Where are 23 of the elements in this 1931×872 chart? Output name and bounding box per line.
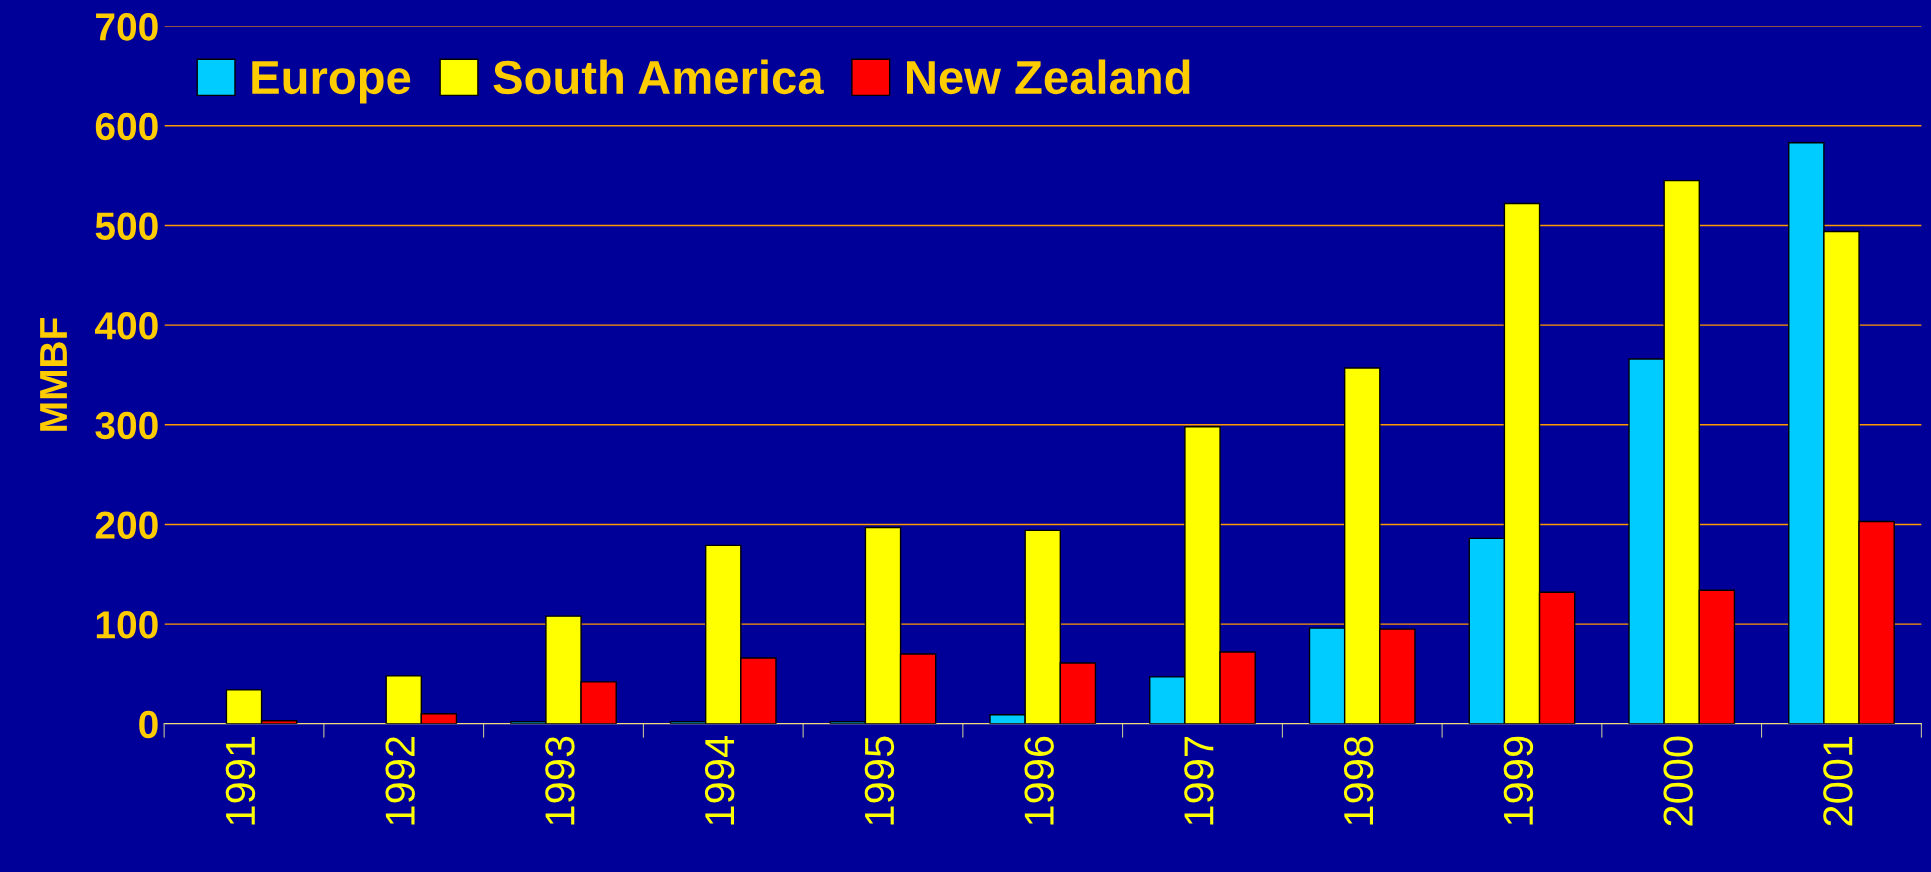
x-tick-label: 1999 (1503, 736, 1534, 825)
x-tick-label: 1992 (385, 736, 415, 825)
x-tick-label: 2001 (1823, 736, 1853, 826)
y-tick-label: 0 (139, 710, 158, 739)
y-tick-label: 400 (94, 312, 158, 340)
legend-label: Europe (252, 61, 411, 104)
x-tick-label: 2000 (1663, 736, 1693, 826)
legend-label: South America (493, 59, 824, 95)
y-tick-label: 100 (96, 611, 158, 639)
legend-label: New Zealand (906, 59, 1190, 95)
x-tick-label: 1996 (1024, 736, 1054, 825)
y-tick-label: 200 (95, 511, 158, 539)
y-tick-label: 500 (95, 212, 158, 240)
y-tick-label: 300 (95, 411, 158, 440)
x-tick-label: 1991 (225, 736, 256, 825)
x-tick-label: 1994 (704, 736, 735, 825)
x-tick-label: 1995 (864, 736, 895, 825)
y-tick-label: 600 (95, 112, 158, 141)
x-tick-label: 1997 (1184, 736, 1214, 825)
x-tick-label: 1998 (1343, 736, 1374, 825)
y-tick-label: 700 (96, 13, 158, 41)
x-tick-label: 1993 (545, 736, 575, 825)
y-axis-title: MMBF (40, 318, 67, 431)
